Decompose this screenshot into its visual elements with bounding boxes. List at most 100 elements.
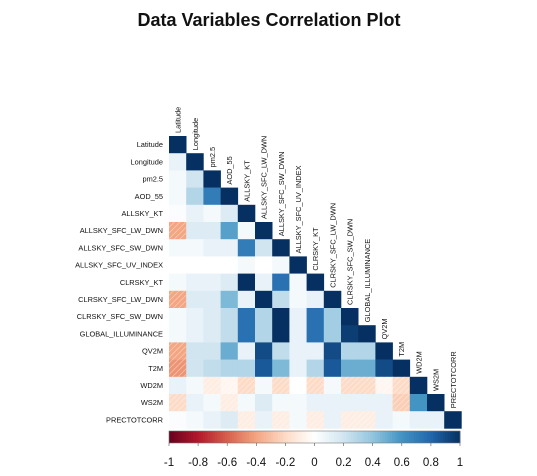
colorbar-segment [341, 431, 344, 443]
colorbar-segment [185, 431, 189, 443]
colorbar-segment [236, 431, 240, 443]
colorbar-segment [249, 431, 252, 443]
corr-cell-6-0 [169, 239, 187, 257]
corr-cell-hatch-14-11 [358, 376, 376, 394]
colorbar-segment [229, 431, 233, 443]
colorbar-segment [430, 431, 434, 443]
heatmap-cells [169, 136, 462, 429]
colorbar-segment [287, 431, 291, 443]
corr-cell-4-2 [203, 204, 221, 223]
column-label: WS2M [432, 369, 441, 391]
row-label: ALLSKY_SFC_LW_DWN [80, 226, 163, 235]
colorbar-segment [389, 431, 393, 443]
corr-cell-10-4 [237, 308, 256, 326]
row-label: CLRSKY_SFC_SW_DWN [77, 312, 163, 321]
corr-cell-11-6 [272, 325, 290, 343]
corr-cell-9-6 [272, 290, 290, 309]
colorbar-segment [396, 431, 400, 443]
colorbar-segment [268, 431, 272, 443]
colorbar-segment [360, 431, 364, 443]
colorbar-segment [215, 431, 218, 443]
colorbar-segment [217, 431, 221, 443]
colorbar-tick-label: -0.4 [246, 457, 266, 469]
corr-cell-2-2 [203, 170, 221, 188]
corr-cell-5-5 [255, 222, 273, 240]
colorbar-segment [205, 431, 209, 443]
corr-cell-hatch-13-0 [169, 359, 187, 377]
colorbar-segment [346, 431, 349, 443]
corr-cell-8-8 [306, 273, 325, 292]
colorbar-segment [314, 431, 318, 443]
colorbar-segment [171, 431, 175, 443]
row-label: GLOBAL_ILLUMINANCE [80, 329, 163, 338]
corr-cell-7-4 [237, 256, 256, 274]
corr-cell-13-6 [272, 359, 290, 378]
corr-cell-6-6 [272, 239, 290, 257]
colorbar-segment [331, 431, 335, 443]
colorbar-segment [188, 431, 192, 443]
corr-cell-6-5 [255, 239, 273, 257]
corr-cell-16-15 [427, 411, 445, 429]
corr-cell-8-4 [237, 273, 256, 292]
colorbar-segment [372, 431, 376, 443]
corr-cell-12-11 [358, 342, 376, 360]
colorbar-segment [193, 431, 197, 443]
corr-cell-16-2 [203, 411, 221, 429]
corr-cell-14-14 [409, 376, 428, 395]
corr-cell-12-7 [289, 342, 307, 360]
colorbar-segment [324, 431, 328, 443]
corr-cell-10-2 [203, 308, 221, 326]
colorbar-segment [418, 431, 422, 443]
corr-cell-10-9 [323, 308, 342, 326]
corr-cell-13-1 [186, 359, 204, 378]
colorbar-segment [338, 431, 342, 443]
corr-cell-16-7 [289, 411, 307, 429]
colorbar-segment [316, 431, 320, 443]
colorbar-segment [263, 431, 267, 443]
colorbar-segment [384, 431, 388, 443]
colorbar-tick-label: 1 [457, 457, 463, 469]
colorbar-segment [292, 431, 296, 443]
corr-cell-hatch-16-10 [341, 411, 359, 429]
column-label: WD2M [414, 351, 423, 374]
colorbar-segment [382, 431, 386, 443]
corr-cell-1-1 [186, 153, 204, 171]
colorbar-segment [343, 431, 347, 443]
corr-cell-9-2 [203, 290, 221, 309]
corr-cell-hatch-16-4 [237, 411, 255, 429]
colorbar-segment [392, 431, 395, 443]
corr-cell-13-12 [375, 359, 393, 378]
colorbar-segment [421, 431, 425, 443]
colorbar-segment [447, 431, 451, 443]
corr-cell-10-6 [272, 308, 290, 326]
corr-cell-16-5 [255, 411, 273, 429]
corr-cell-15-5 [255, 394, 273, 412]
corr-cell-8-0 [169, 273, 187, 292]
corr-cell-hatch-14-6 [272, 376, 290, 394]
colorbar-tick-label: -0.8 [188, 457, 208, 469]
corr-cell-hatch-14-10 [341, 376, 359, 394]
colorbar-segment [302, 431, 306, 443]
corr-cell-15-8 [306, 394, 325, 412]
column-label: T2M [397, 342, 406, 357]
colorbar-segment [232, 431, 235, 443]
colorbar-segment [416, 431, 420, 443]
column-label: CLRSKY_KT [311, 227, 320, 271]
colorbar-segment [210, 431, 214, 443]
column-label: GLOBAL_ILLUMINANCE [363, 239, 372, 322]
chart-title: Data Variables Correlation Plot [137, 10, 400, 30]
colorbar-segment [222, 431, 226, 443]
corr-cell-16-9 [323, 411, 342, 429]
colorbar-segment [227, 431, 231, 443]
corr-cell-7-3 [220, 256, 239, 274]
corr-cell-15-12 [375, 394, 393, 412]
colorbar-segment [321, 431, 325, 443]
corr-cell-12-2 [203, 342, 221, 360]
corr-cell-15-2 [203, 394, 221, 412]
corr-cell-11-4 [237, 325, 256, 343]
corr-cell-15-6 [272, 394, 290, 412]
colorbar-segment [377, 431, 381, 443]
colorbar-segment [181, 431, 184, 443]
colorbar-segment [333, 431, 337, 443]
colorbar-tick-label: 0.2 [336, 457, 352, 469]
